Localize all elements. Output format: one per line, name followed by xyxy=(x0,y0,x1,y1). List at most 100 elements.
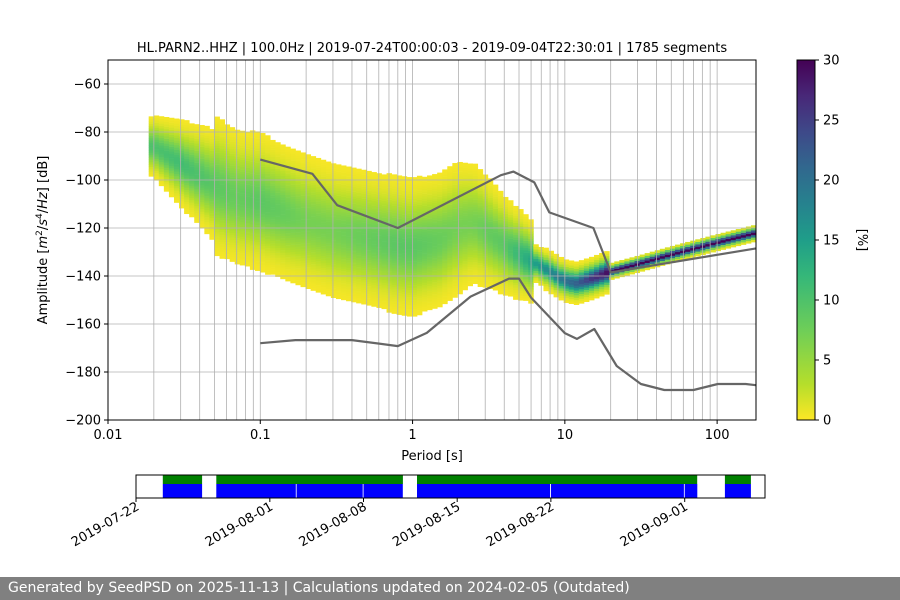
heatmap-cell xyxy=(194,143,200,147)
heatmap-cell xyxy=(432,279,438,283)
y-tick-label: −80 xyxy=(74,126,101,141)
heatmap-cell xyxy=(735,241,742,244)
heatmap-cell xyxy=(184,148,190,152)
heatmap-cell xyxy=(148,118,155,122)
heatmap-cell xyxy=(330,189,337,193)
heatmap-cell xyxy=(275,252,281,256)
heatmap-cell xyxy=(275,247,281,251)
heatmap-cell xyxy=(179,193,185,197)
heatmap-cell xyxy=(330,192,337,195)
heatmap-cell xyxy=(305,281,312,285)
heatmap-cell xyxy=(209,213,215,216)
heatmap-cell xyxy=(366,173,372,176)
heatmap-cell xyxy=(346,171,352,175)
heatmap-cell xyxy=(487,276,494,280)
heatmap-cell xyxy=(320,164,327,168)
heatmap-cell xyxy=(508,257,514,261)
heatmap-cell xyxy=(715,236,721,240)
heatmap-cell xyxy=(644,262,651,266)
heatmap-cell xyxy=(224,126,231,130)
heatmap-cell xyxy=(583,287,590,290)
heatmap-cell xyxy=(214,190,220,194)
heatmap-cell xyxy=(148,164,155,168)
heatmap-cell xyxy=(391,217,398,221)
heatmap-cell xyxy=(396,283,403,287)
heatmap-cell xyxy=(173,166,180,170)
heatmap-cell xyxy=(619,264,625,268)
heatmap-cell xyxy=(371,263,377,266)
heatmap-cell xyxy=(254,268,261,271)
heatmap-cell xyxy=(173,197,180,201)
heatmap-cell xyxy=(249,202,256,206)
heatmap-cell xyxy=(244,191,251,195)
heatmap-cell xyxy=(573,299,580,303)
heatmap-cell xyxy=(285,259,291,263)
heatmap-cell xyxy=(639,261,646,265)
heatmap-cell xyxy=(573,280,580,284)
heatmap-cell xyxy=(442,188,448,192)
heatmap-cell xyxy=(502,242,509,246)
heatmap-cell xyxy=(391,299,398,302)
heatmap-cell xyxy=(452,273,458,277)
heatmap-cell xyxy=(275,211,281,215)
heatmap-cell xyxy=(199,163,205,167)
heatmap-cell xyxy=(168,163,175,167)
heatmap-cell xyxy=(315,157,322,161)
heatmap-cell xyxy=(508,245,514,249)
heatmap-cell xyxy=(513,294,519,298)
heatmap-cell xyxy=(199,151,205,155)
heatmap-cell xyxy=(366,197,372,200)
heatmap-cell xyxy=(204,171,210,175)
heatmap-cell xyxy=(401,231,408,235)
heatmap-cell xyxy=(416,302,423,306)
heatmap-cell xyxy=(163,148,170,151)
heatmap-cell xyxy=(179,157,185,161)
heatmap-cell xyxy=(467,211,473,215)
heatmap-cell xyxy=(285,206,291,210)
heatmap-cell xyxy=(239,157,246,160)
heatmap-cell xyxy=(260,193,266,196)
heatmap-cell xyxy=(558,273,565,277)
heatmap-cell xyxy=(599,267,605,271)
heatmap-cell xyxy=(346,212,352,215)
heatmap-cell xyxy=(391,294,398,298)
heatmap-cell xyxy=(442,255,448,259)
heatmap-cell xyxy=(305,245,312,249)
heatmap-cell xyxy=(447,255,453,258)
heatmap-cell xyxy=(341,227,347,231)
heatmap-cell xyxy=(179,119,185,123)
heatmap-cell xyxy=(391,195,398,199)
heatmap-cell xyxy=(209,227,215,231)
heatmap-cell xyxy=(234,218,241,222)
heatmap-cell xyxy=(421,186,428,190)
heatmap-cell xyxy=(447,202,453,205)
heatmap-cell xyxy=(249,144,256,148)
heatmap-cell xyxy=(351,186,357,190)
heatmap-cell xyxy=(573,295,580,298)
heatmap-cell xyxy=(234,170,241,174)
heatmap-cell xyxy=(421,282,428,286)
heatmap-cell xyxy=(487,199,494,203)
heatmap-cell xyxy=(295,169,301,173)
heatmap-cell xyxy=(275,197,281,201)
heatmap-cell xyxy=(421,258,428,262)
heatmap-cell xyxy=(275,214,281,217)
heatmap-cell xyxy=(421,222,428,226)
heatmap-cell xyxy=(239,245,246,249)
heatmap-cell xyxy=(391,301,398,305)
heatmap-cell xyxy=(260,200,266,203)
heatmap-cell xyxy=(361,236,367,240)
heatmap-cell xyxy=(290,155,296,159)
heatmap-cell xyxy=(432,188,438,192)
heatmap-cell xyxy=(416,259,423,263)
heatmap-cell xyxy=(310,218,317,222)
heatmap-cell xyxy=(184,124,190,128)
heatmap-cell xyxy=(472,269,479,272)
heatmap-cell xyxy=(427,206,433,210)
heatmap-cell xyxy=(416,290,423,294)
heatmap-cell xyxy=(356,259,362,263)
heatmap-cell xyxy=(421,246,428,250)
heatmap-cell xyxy=(366,240,372,244)
heatmap-cell xyxy=(467,283,473,287)
heatmap-cell xyxy=(391,311,398,314)
